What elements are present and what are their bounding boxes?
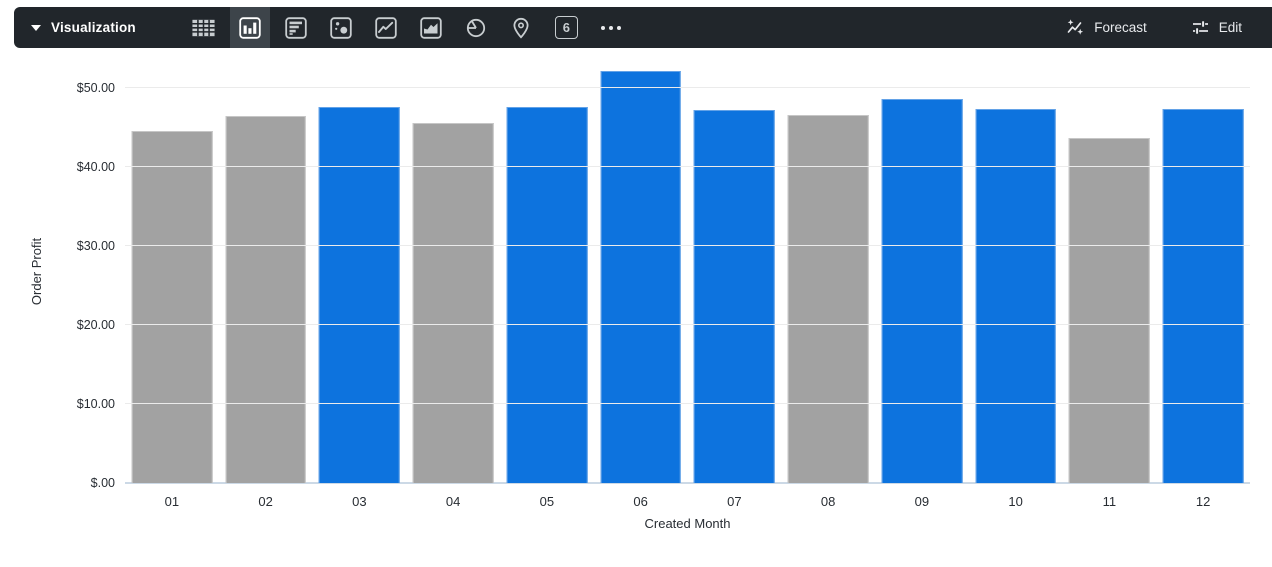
gridline bbox=[125, 402, 1250, 404]
single-value-icon[interactable]: 6 bbox=[554, 15, 579, 40]
band: 06 bbox=[594, 60, 688, 509]
x-tick-label: 01 bbox=[164, 494, 180, 509]
edit-button[interactable]: Edit bbox=[1191, 18, 1242, 37]
x-tick-label: 06 bbox=[633, 494, 648, 509]
bar-08[interactable] bbox=[787, 114, 869, 483]
x-tick-label: 08 bbox=[820, 494, 836, 509]
more-options-icon[interactable] bbox=[599, 15, 624, 40]
x-tick-label: 04 bbox=[445, 494, 461, 509]
forecast-sparkline-icon bbox=[1066, 18, 1085, 37]
chevron-down-icon bbox=[31, 24, 41, 31]
bar-chart: Order Profit 01 02 03 04 05 06 07 08 09 10 11 12 Cr… bbox=[0, 48, 1272, 560]
plot-area: 01 02 03 04 05 06 07 08 09 10 11 12 bbox=[125, 60, 1250, 509]
band: 01 bbox=[125, 60, 219, 509]
pie-chart-icon[interactable] bbox=[464, 15, 489, 40]
gridline bbox=[125, 165, 1250, 167]
x-axis-title: Created Month bbox=[644, 516, 731, 531]
x-tick-label: 10 bbox=[1008, 494, 1023, 509]
bar-06[interactable] bbox=[600, 71, 681, 483]
bands-container: 01 02 03 04 05 06 07 08 09 10 11 12 bbox=[125, 60, 1250, 509]
band: 05 bbox=[500, 60, 594, 509]
x-tick-label: 02 bbox=[258, 494, 273, 509]
x-tick-label: 12 bbox=[1195, 494, 1211, 509]
visualization-dropdown[interactable]: Visualization bbox=[14, 20, 136, 35]
x-tick-label: 07 bbox=[727, 494, 742, 509]
bar-02[interactable] bbox=[225, 116, 306, 483]
bar-05[interactable] bbox=[506, 107, 588, 483]
y-axis-title: Order Profit bbox=[29, 237, 45, 306]
band: 02 bbox=[219, 60, 313, 509]
band: 07 bbox=[688, 60, 782, 509]
forecast-button[interactable]: Forecast bbox=[1066, 18, 1147, 37]
x-tick-label: 03 bbox=[352, 494, 367, 509]
bar-07[interactable] bbox=[694, 109, 775, 483]
bar-chart-icon-selected[interactable] bbox=[229, 7, 270, 48]
band: 04 bbox=[406, 60, 500, 509]
settings-sliders-icon bbox=[1191, 18, 1210, 37]
band: 10 bbox=[969, 60, 1063, 509]
scatter-chart-icon[interactable] bbox=[329, 15, 354, 40]
bar-12[interactable] bbox=[1162, 109, 1244, 483]
y-tick-label: $40.00 bbox=[76, 159, 115, 174]
band: 11 bbox=[1063, 60, 1157, 509]
gridline bbox=[125, 244, 1250, 246]
toolbar-title: Visualization bbox=[51, 20, 136, 35]
forecast-label: Forecast bbox=[1094, 20, 1147, 35]
x-tick-label: 11 bbox=[1102, 494, 1117, 509]
x-tick-label: 05 bbox=[539, 494, 555, 509]
visualization-toolbar: Visualization bbox=[14, 7, 1272, 48]
band: 08 bbox=[781, 60, 875, 509]
bar-04[interactable] bbox=[412, 123, 494, 483]
x-axis-line bbox=[125, 482, 1250, 484]
gridline bbox=[125, 86, 1250, 88]
single-value-number: 6 bbox=[562, 20, 570, 35]
y-tick-label: $.00 bbox=[90, 476, 115, 490]
y-tick-label: $50.00 bbox=[76, 80, 115, 95]
line-chart-icon[interactable] bbox=[374, 15, 399, 40]
chart-type-switcher: 6 bbox=[191, 7, 634, 48]
bar-09[interactable] bbox=[881, 98, 963, 483]
band: 09 bbox=[875, 60, 969, 509]
edit-label: Edit bbox=[1218, 20, 1242, 35]
bar-01[interactable] bbox=[131, 131, 213, 483]
y-tick-label: $30.00 bbox=[76, 238, 115, 253]
y-tick-label: $10.00 bbox=[76, 396, 115, 411]
x-tick-label: 09 bbox=[914, 494, 930, 509]
gridline bbox=[125, 323, 1250, 325]
map-pin-icon[interactable] bbox=[509, 15, 534, 40]
table-icon[interactable] bbox=[191, 15, 216, 40]
y-tick-label: $20.00 bbox=[76, 317, 115, 332]
bar-10[interactable] bbox=[975, 109, 1056, 483]
band: 12 bbox=[1156, 60, 1250, 509]
bar-03[interactable] bbox=[319, 107, 400, 483]
row-chart-icon[interactable] bbox=[284, 15, 309, 40]
bar-11[interactable] bbox=[1069, 138, 1150, 483]
band: 03 bbox=[313, 60, 407, 509]
area-chart-icon[interactable] bbox=[419, 15, 444, 40]
